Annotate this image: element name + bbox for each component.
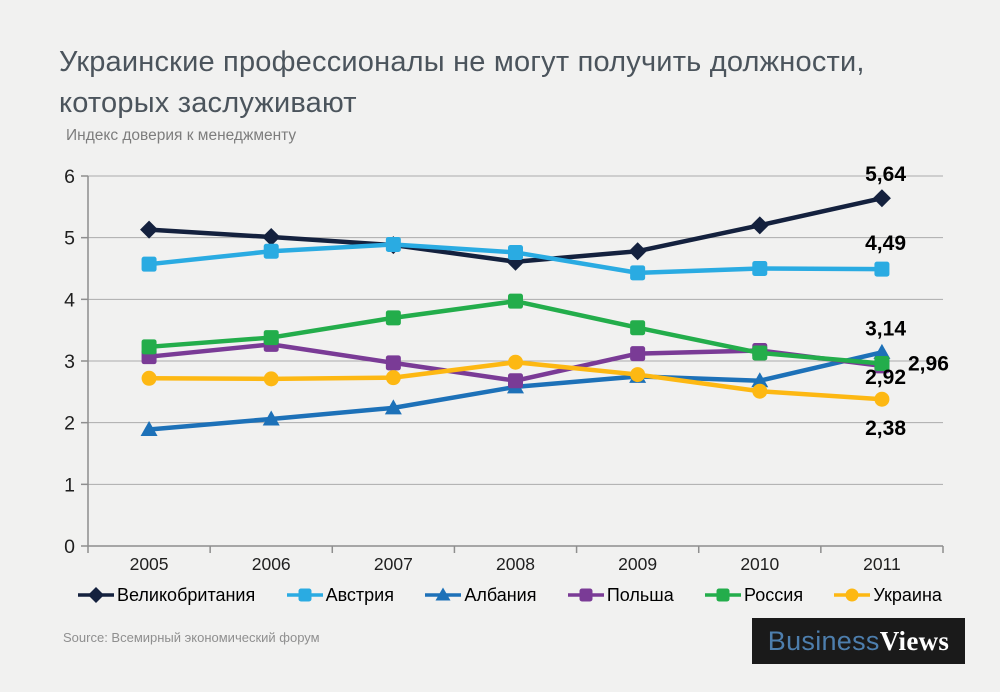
series-marker-square bbox=[508, 244, 523, 260]
legend: Великобритания Австрия Албания Польша Россия… bbox=[76, 577, 942, 613]
series-marker-triangle bbox=[873, 343, 891, 359]
legend-item-0: Великобритания bbox=[76, 584, 255, 606]
x-tick-label: 2007 bbox=[374, 554, 413, 574]
series-marker-square bbox=[385, 310, 401, 326]
legend-label: Великобритания bbox=[117, 584, 256, 605]
series-marker-circle bbox=[630, 367, 646, 383]
legend-label: Украина bbox=[873, 584, 942, 605]
series-marker-square bbox=[508, 293, 523, 309]
data-label: 3,14 bbox=[865, 317, 906, 340]
legend-square-icon bbox=[705, 588, 742, 602]
legend-item-2: Албания bbox=[423, 584, 537, 606]
source-note: Source: Всемирный экономический форум bbox=[63, 630, 320, 645]
y-tick-label: 0 bbox=[64, 536, 75, 558]
legend-label: Россия bbox=[744, 584, 804, 605]
title-line-1: Украинские профессионалы не могут получи… bbox=[59, 46, 865, 78]
legend-diamond-icon bbox=[78, 587, 114, 603]
legend-label: Албания bbox=[464, 584, 537, 605]
series-marker-triangle bbox=[384, 399, 402, 415]
series-marker-square bbox=[385, 355, 401, 371]
legend-label: Польша bbox=[606, 584, 674, 605]
series-marker-diamond bbox=[750, 216, 769, 235]
series-line bbox=[148, 298, 883, 366]
series-marker-diamond bbox=[140, 220, 159, 239]
series-marker-diamond bbox=[872, 189, 891, 208]
series-marker-triangle bbox=[751, 372, 769, 388]
page-title: Украинские профессионалы не могут получи… bbox=[59, 42, 959, 124]
legend-item-4: Россия bbox=[703, 584, 803, 606]
legend-square-icon bbox=[286, 588, 323, 602]
x-tick-label: 2005 bbox=[130, 554, 169, 574]
series-4 bbox=[141, 293, 890, 371]
series-marker-square bbox=[385, 236, 401, 252]
businessviews-logo: Business Views bbox=[752, 618, 965, 664]
y-tick-label: 1 bbox=[64, 474, 75, 496]
series-marker-square bbox=[630, 346, 646, 362]
logo-text-views: Views bbox=[879, 625, 950, 656]
legend-item-5: Украина bbox=[832, 584, 942, 606]
series-0 bbox=[140, 189, 891, 271]
series-marker-diamond bbox=[88, 587, 104, 603]
series-marker-triangle bbox=[140, 420, 158, 436]
series-marker-square bbox=[716, 588, 730, 602]
series-marker-square bbox=[263, 330, 279, 346]
legend-item-1: Австрия bbox=[285, 584, 394, 606]
series-marker-circle bbox=[385, 370, 401, 386]
y-tick-label: 3 bbox=[64, 351, 75, 373]
series-marker-circle bbox=[874, 391, 890, 407]
x-tick-label: 2008 bbox=[496, 554, 535, 574]
series-marker-square bbox=[874, 261, 890, 277]
logo-text-business: Business bbox=[767, 625, 880, 656]
x-tick-label: 2006 bbox=[252, 554, 291, 574]
series-marker-square bbox=[752, 261, 768, 276]
y-tick-label: 5 bbox=[64, 228, 75, 250]
series-marker-circle bbox=[141, 370, 157, 386]
legend-triangle-icon bbox=[425, 587, 462, 601]
series-marker-circle bbox=[263, 371, 279, 387]
y-tick-label: 4 bbox=[64, 289, 75, 311]
series-marker-square bbox=[298, 588, 312, 602]
series-marker-square bbox=[579, 588, 593, 602]
x-tick-label: 2009 bbox=[618, 554, 657, 574]
data-label: 2,38 bbox=[865, 417, 906, 440]
legend-circle-icon bbox=[834, 588, 871, 602]
series-marker-diamond bbox=[628, 242, 647, 261]
series-marker-circle bbox=[508, 354, 523, 370]
title-line-2: которых заслуживают bbox=[59, 87, 357, 119]
series-marker-square bbox=[141, 339, 157, 355]
legend-item-3: Польша bbox=[566, 584, 674, 606]
legend-square-icon bbox=[567, 588, 604, 602]
y-tick-label: 2 bbox=[64, 413, 75, 435]
series-marker-diamond bbox=[262, 228, 281, 247]
series-marker-square bbox=[630, 265, 646, 281]
series-marker-square bbox=[508, 373, 523, 389]
y-tick-label: 6 bbox=[64, 166, 75, 188]
chart-subtitle: Индекс доверия к менеджменту bbox=[66, 127, 297, 144]
series-marker-square bbox=[630, 320, 646, 336]
x-tick-label: 2010 bbox=[740, 554, 779, 574]
data-label: 4,49 bbox=[865, 232, 906, 255]
data-label: 2,92 bbox=[865, 366, 906, 389]
series-marker-square bbox=[874, 355, 890, 371]
legend-label: Австрия bbox=[325, 584, 394, 605]
series-marker-triangle bbox=[262, 410, 280, 426]
x-tick-label: 2011 bbox=[863, 554, 901, 574]
series-marker-triangle bbox=[435, 587, 451, 601]
data-label: 2,96 bbox=[908, 352, 949, 375]
series-marker-square bbox=[263, 243, 279, 259]
series-5 bbox=[141, 354, 890, 407]
data-label: 5,64 bbox=[865, 163, 906, 186]
series-marker-circle bbox=[752, 383, 768, 399]
series-marker-square bbox=[752, 345, 768, 361]
series-marker-circle bbox=[845, 588, 859, 602]
series-marker-square bbox=[141, 256, 157, 272]
series-1 bbox=[141, 236, 890, 281]
